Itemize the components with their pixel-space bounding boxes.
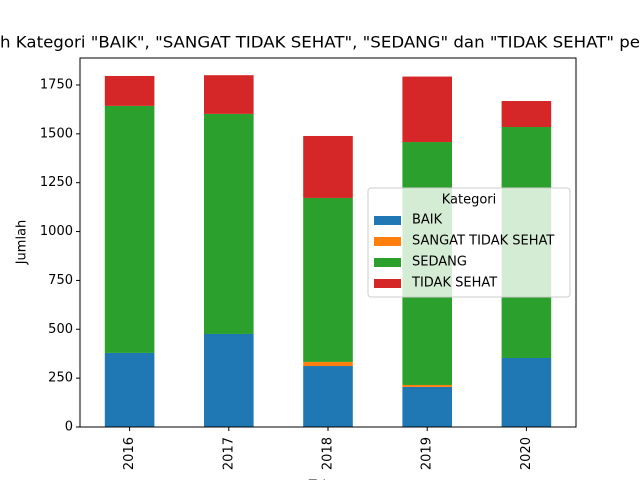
bar-segment — [303, 197, 353, 362]
y-tick-label: 750 — [48, 273, 73, 288]
y-tick-label: 250 — [48, 371, 73, 386]
chart-title: h Kategori "BAIK", "SANGAT TIDAK SEHAT",… — [0, 33, 640, 52]
legend-box — [367, 187, 571, 298]
bar-segment — [303, 135, 353, 198]
y-tick-label: 1500 — [40, 126, 73, 141]
legend-swatch — [374, 237, 401, 246]
x-axis-label: Tahun — [308, 479, 347, 480]
bar-segment — [402, 384, 452, 387]
bar-segment — [501, 358, 552, 427]
bar-segment — [501, 100, 552, 127]
legend-swatch — [374, 279, 401, 288]
x-tick-label: 2017 — [221, 437, 236, 470]
y-tick-label: 1000 — [40, 224, 73, 239]
legend-label: BAIK — [412, 213, 443, 228]
y-axis-label: Jumlah — [15, 220, 30, 266]
y-tick-label: 0 — [65, 420, 73, 435]
x-tick-label: 2020 — [519, 437, 534, 470]
plot-frame — [79, 57, 577, 428]
legend: Kategori BAIK SANGAT TIDAK SEHAT SEDANG TIDA… — [367, 187, 571, 298]
bar-segment — [104, 352, 155, 427]
legend-label: TIDAK SEHAT — [411, 276, 497, 291]
legend-title: Kategori — [442, 193, 497, 208]
bar-segment — [204, 113, 254, 334]
x-tick-label: 2018 — [321, 437, 336, 470]
bar-segment — [303, 366, 353, 427]
bar-segment — [402, 386, 452, 427]
bar-segment — [104, 75, 155, 106]
legend-label: SANGAT TIDAK SEHAT — [412, 234, 554, 249]
legend-swatch — [374, 258, 401, 267]
bar-segment — [303, 361, 353, 367]
bar-segment — [204, 75, 254, 114]
bar-segment — [204, 333, 254, 427]
bar-segment — [402, 76, 452, 143]
x-tick-label: 2016 — [122, 437, 137, 470]
y-tick-label: 1750 — [40, 77, 73, 92]
bar-segment — [104, 105, 155, 353]
legend-swatch — [374, 216, 401, 225]
x-tick-label: 2019 — [420, 437, 435, 470]
y-tick-label: 1250 — [40, 175, 73, 190]
y-tick-label: 500 — [48, 322, 73, 337]
legend-label: SEDANG — [412, 255, 467, 270]
